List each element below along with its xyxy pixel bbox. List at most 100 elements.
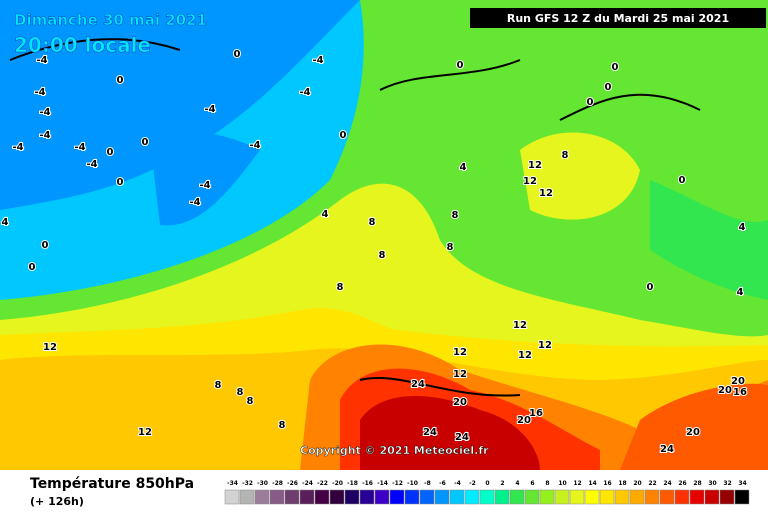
scale-swatch	[329, 489, 345, 505]
scale-swatch	[344, 489, 360, 505]
scale-label: 4	[515, 480, 519, 487]
contour-label: 20	[731, 376, 745, 387]
contour-label: 12	[518, 350, 532, 361]
contour-label: 8	[279, 420, 286, 431]
scale-swatch	[734, 489, 750, 505]
scale-swatch	[359, 489, 375, 505]
contour-label: 12	[43, 342, 57, 353]
scale-label: -34	[227, 480, 238, 487]
scale-label: 20	[633, 480, 641, 487]
time: 20:00 locale	[14, 33, 151, 57]
scale-label: 10	[558, 480, 566, 487]
contour-label: 8	[562, 150, 569, 161]
contour-label: 0	[107, 147, 114, 158]
scale-swatch	[374, 489, 390, 505]
scale-swatch	[689, 489, 705, 505]
scale-label: 0	[485, 480, 489, 487]
run-info: Run GFS 12 Z du Mardi 25 mai 2021	[507, 12, 729, 25]
scale-label: 22	[648, 480, 656, 487]
scale-label: 2	[500, 480, 504, 487]
scale-label: -26	[287, 480, 298, 487]
scale-label: 26	[678, 480, 686, 487]
contour-label: 12	[539, 188, 553, 199]
scale-label: -30	[257, 480, 268, 487]
scale-swatch	[404, 489, 420, 505]
scale-swatch	[494, 489, 510, 505]
scale-swatch	[284, 489, 300, 505]
scale-swatch	[554, 489, 570, 505]
contour-label: 12	[138, 427, 152, 438]
mild-region	[650, 180, 768, 300]
scale-swatch	[464, 489, 480, 505]
contour-label: -4	[39, 107, 50, 118]
scale-swatch	[524, 489, 540, 505]
contour-label: 8	[379, 250, 386, 261]
scale-swatch	[674, 489, 690, 505]
contour-label: 4	[460, 162, 467, 173]
contour-label: 0	[234, 49, 241, 60]
contour-label: 24	[411, 379, 425, 390]
copyright: Copyright © 2021 Meteociel.fr	[300, 444, 489, 457]
contour-label: 8	[337, 282, 344, 293]
scale-swatch	[539, 489, 555, 505]
contour-label: 4	[739, 222, 746, 233]
contour-label: 0	[117, 177, 124, 188]
scale-label: -20	[332, 480, 343, 487]
scale-label: 34	[738, 480, 746, 487]
scale-label: -16	[362, 480, 373, 487]
scale-label: -28	[272, 480, 283, 487]
contour-label: 0	[647, 282, 654, 293]
contour-labels: -4-4-4-4-4 -4-40000-4-4-4-40-4-4000000000…	[1, 48, 748, 456]
contour-label: 24	[660, 444, 674, 455]
cold-region	[0, 0, 360, 210]
contour-label: 0	[679, 175, 686, 186]
contour-label: 0	[29, 262, 36, 273]
run-box	[470, 8, 766, 28]
contour-label: 8	[247, 396, 254, 407]
scale-swatch	[659, 489, 675, 505]
scale-label: -24	[302, 480, 313, 487]
contour-label: 0	[117, 75, 124, 86]
scale-label: 32	[723, 480, 731, 487]
contour-label: 0	[605, 82, 612, 93]
contour-label: -4	[74, 142, 85, 153]
footer-title: Température 850hPa	[30, 476, 194, 492]
scale-swatch	[434, 489, 450, 505]
contour-label: 12	[513, 320, 527, 331]
footer-lead: (+ 126h)	[30, 495, 84, 508]
scale-label: -12	[392, 480, 403, 487]
contour-label: -4	[189, 197, 200, 208]
contour-label: -4	[36, 55, 47, 66]
scale-label: 18	[618, 480, 626, 487]
contour-label: -4	[39, 130, 50, 141]
scale-swatch	[389, 489, 405, 505]
scale-swatch	[299, 489, 315, 505]
warm-region	[520, 132, 640, 220]
color-scale: -34 -32 -30 -28 -26 -24 -22 -20 -18 -16 -14 -12 -10-…	[224, 480, 750, 505]
scale-swatch	[569, 489, 585, 505]
scale-label: -22	[317, 480, 328, 487]
contour-label: 4	[322, 209, 329, 220]
scale-swatch	[509, 489, 525, 505]
contour-label: -4	[249, 140, 260, 151]
scale-swatch	[614, 489, 630, 505]
contour-label: 20	[517, 415, 531, 426]
scale-label: -4	[454, 480, 461, 487]
coastline	[9, 38, 701, 397]
scale-swatch	[719, 489, 735, 505]
contour-label: 8	[447, 242, 454, 253]
scale-label: -6	[439, 480, 446, 487]
contour-label: 0	[457, 60, 464, 71]
scale-swatch	[224, 489, 240, 505]
contour-label: 0	[142, 137, 149, 148]
scale-swatch	[419, 489, 435, 505]
contour-label: -4	[299, 87, 310, 98]
contour-label: 8	[369, 217, 376, 228]
contour-label: 20	[718, 385, 732, 396]
scale-label: 8	[545, 480, 549, 487]
contour-label: 24	[423, 427, 437, 438]
contour-label: 8	[215, 380, 222, 391]
scale-swatch	[644, 489, 660, 505]
contour-label: 0	[587, 97, 594, 108]
contour-label: -4	[312, 55, 323, 66]
